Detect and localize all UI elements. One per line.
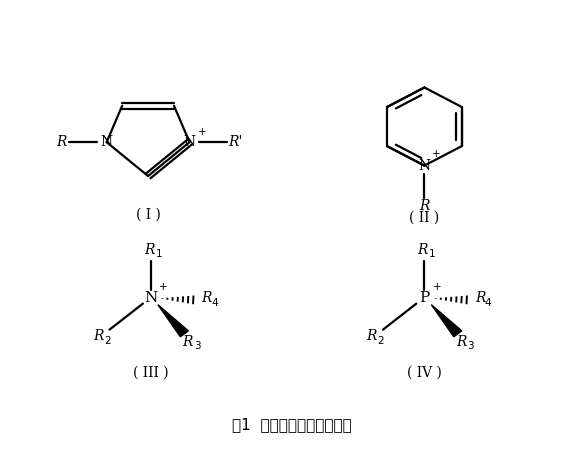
Text: N: N [100, 135, 113, 149]
Text: R': R' [228, 135, 243, 149]
Text: +: + [198, 127, 207, 137]
Text: R: R [183, 335, 193, 349]
Text: ( II ): ( II ) [409, 211, 440, 225]
Text: 4: 4 [211, 298, 218, 308]
Text: R: R [456, 335, 467, 349]
Text: 1: 1 [429, 249, 436, 258]
Text: R: R [366, 329, 377, 343]
Text: 1: 1 [156, 249, 162, 258]
Polygon shape [158, 305, 189, 337]
Text: +: + [159, 282, 168, 292]
Text: N: N [144, 291, 158, 305]
Text: ( III ): ( III ) [133, 365, 169, 379]
Text: R: R [418, 244, 428, 258]
Text: 图1  常见离子液体的阳离子: 图1 常见离子液体的阳离子 [232, 418, 352, 433]
Text: R: R [93, 329, 103, 343]
Text: ( I ): ( I ) [135, 208, 161, 222]
Text: N: N [418, 159, 430, 173]
Text: +: + [432, 149, 440, 159]
Text: +: + [433, 282, 442, 292]
Text: R: R [201, 291, 212, 305]
Text: R: R [419, 199, 430, 213]
Text: R: R [57, 135, 67, 149]
Text: R: R [144, 244, 155, 258]
Text: 4: 4 [484, 298, 491, 308]
Text: 3: 3 [194, 341, 200, 351]
Text: ( IV ): ( IV ) [407, 365, 442, 379]
Polygon shape [432, 305, 462, 337]
Text: R: R [475, 291, 485, 305]
Text: 2: 2 [377, 336, 384, 346]
Text: 2: 2 [104, 336, 110, 346]
Text: N: N [183, 135, 196, 149]
Text: P: P [419, 291, 429, 305]
Text: 3: 3 [467, 341, 474, 351]
